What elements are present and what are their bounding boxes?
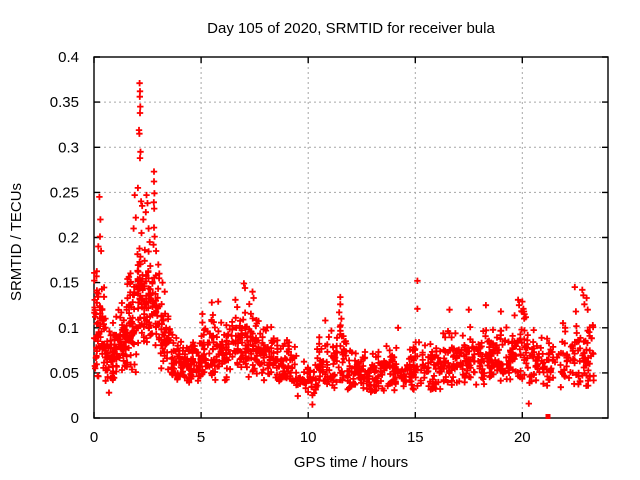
x-tick-label: 15 — [407, 429, 424, 446]
x-tick-label: 10 — [300, 429, 317, 446]
scatter-plus-markers — [91, 80, 597, 408]
chart-title: Day 105 of 2020, SRMTID for receiver bul… — [207, 20, 495, 37]
y-tick-label: 0.05 — [50, 365, 79, 382]
plot-border — [93, 56, 609, 419]
y-tick-label: 0.1 — [58, 320, 79, 337]
y-tick-label: 0.2 — [58, 230, 79, 247]
filled-square-marker — [545, 414, 551, 419]
y-tick-label: 0.4 — [58, 49, 79, 66]
x-tick-label: 0 — [90, 429, 98, 446]
special-markers — [545, 414, 551, 419]
y-tick-label: 0 — [71, 410, 79, 427]
y-tick-label: 0.3 — [58, 139, 79, 156]
x-axis-label: GPS time / hours — [294, 454, 408, 471]
y-tick-label: 0.15 — [50, 275, 79, 292]
x-tick-label: 20 — [514, 429, 531, 446]
scatter-series — [91, 80, 597, 408]
y-tick-label: 0.35 — [50, 94, 79, 111]
x-tick-label: 5 — [197, 429, 205, 446]
y-axis-label: SRMTID / TECUs — [8, 183, 25, 301]
tick-labels: 0 5 10 15 20 0 0.05 0.1 0.15 0.2 0.25 0.3 0.35 0.4 — [50, 49, 531, 446]
y-tick-label: 0.25 — [50, 184, 79, 201]
